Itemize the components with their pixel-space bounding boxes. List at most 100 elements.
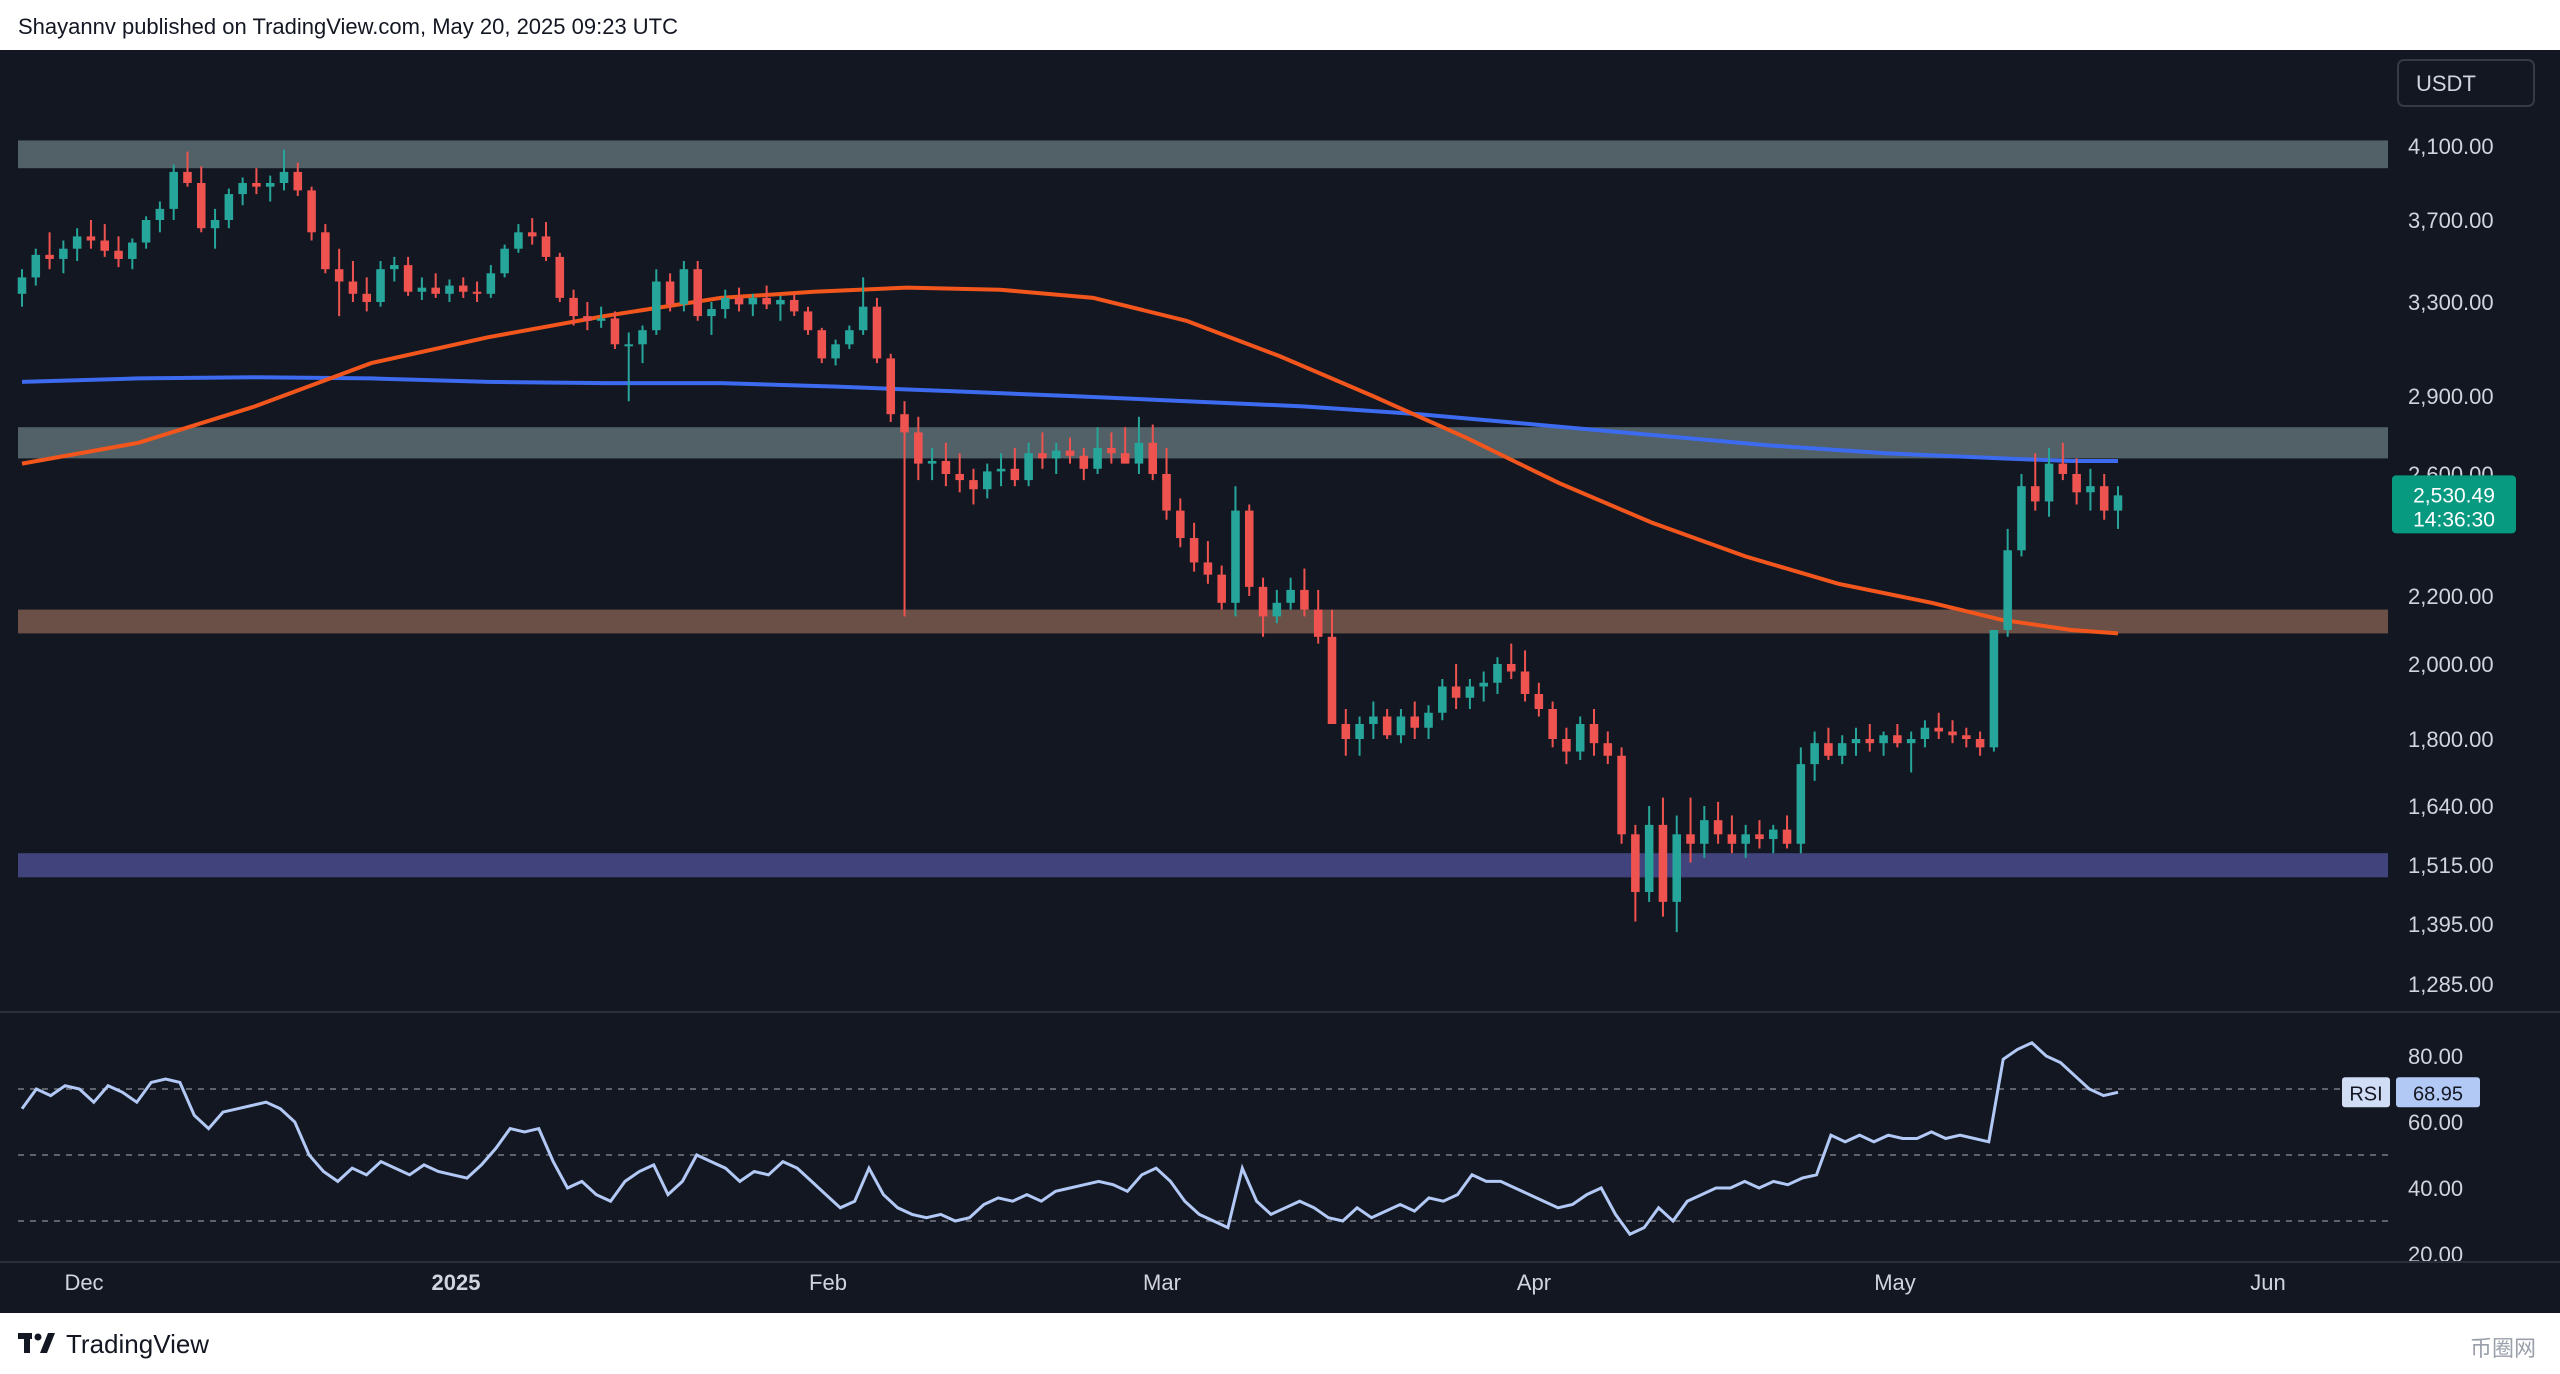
candle-body	[1341, 724, 1351, 739]
candle-body	[100, 240, 110, 251]
candle-body	[734, 297, 744, 305]
candle-body	[1410, 716, 1420, 728]
candle-body	[1741, 834, 1750, 844]
candle-body	[403, 265, 413, 292]
candle-body	[390, 265, 399, 270]
candle-body	[1079, 455, 1089, 469]
candle-body	[1493, 664, 1502, 683]
ma-blue-line	[21, 375, 2118, 463]
last-price-text: 2,530.49	[2413, 484, 2495, 507]
candle-body	[1810, 743, 1819, 765]
candle-body	[569, 297, 578, 317]
candle-body	[1396, 716, 1406, 736]
candle-body	[886, 358, 896, 415]
price-tick-label: 1,800.00	[2408, 727, 2494, 752]
candle-body	[1258, 586, 1268, 617]
candle-body	[1520, 671, 1530, 694]
zone-gray-1	[18, 427, 2388, 459]
candle-body	[1313, 609, 1323, 637]
watermark: 币圈网	[2469, 1337, 2536, 1362]
rsi-tick-label: 80.00	[2408, 1044, 2463, 1069]
candle-body	[2058, 463, 2068, 474]
candle-group	[17, 149, 2123, 933]
candle-body	[1148, 442, 1158, 474]
candle-body	[1176, 510, 1185, 539]
rsi-line	[20, 1041, 2119, 1237]
candle-body	[45, 254, 54, 259]
candle-body	[458, 285, 468, 292]
time-tick-label: Mar	[1143, 1270, 1181, 1295]
candle-body	[1589, 724, 1599, 744]
countdown-text: 14:36:30	[2413, 508, 2495, 531]
candle-body	[1989, 630, 1999, 748]
candle-body	[1024, 453, 1033, 481]
candle-body	[334, 269, 344, 282]
candle-body	[817, 330, 827, 359]
candle-body	[31, 254, 41, 278]
rsi-name-badge	[2342, 1077, 2390, 1108]
candle-body	[2072, 474, 2081, 493]
candle-body	[762, 297, 771, 305]
candle-body	[1975, 739, 1985, 748]
footer-bar: TradingView 币圈网	[0, 1313, 2560, 1374]
candle-body	[1369, 716, 1378, 724]
candle-body	[707, 309, 716, 317]
tradingview-logo[interactable]: TradingView	[18, 1329, 209, 1359]
candle-body	[1782, 829, 1792, 844]
zone-brown-2	[18, 609, 2388, 634]
axis-group: 4,100.003,700.003,300.002,900.002,600.00…	[0, 134, 2560, 1295]
candle-body	[845, 330, 854, 345]
candle-body	[141, 220, 151, 243]
tradingview-logo-icon	[18, 1333, 55, 1353]
candle-body	[1837, 743, 1847, 756]
candle-body	[1272, 602, 1282, 617]
candle-body	[555, 256, 565, 298]
zone-purple-3	[18, 853, 2388, 878]
candle-body	[114, 250, 123, 259]
candle-body	[1755, 834, 1764, 840]
candle-body	[224, 194, 234, 220]
candle-body	[1162, 474, 1171, 511]
rsi-value-badge	[2396, 1077, 2480, 1108]
candle-body	[1355, 724, 1364, 739]
candle-body	[1824, 743, 1833, 756]
candle-body	[472, 291, 482, 294]
candle-body	[748, 297, 758, 305]
price-chart-svg[interactable]: 4,100.003,700.003,300.002,900.002,600.00…	[0, 50, 2560, 1313]
price-tick-label: 3,700.00	[2408, 208, 2494, 233]
candle-body	[59, 248, 68, 259]
candle-body	[665, 281, 675, 305]
candle-body	[720, 297, 730, 310]
candle-body	[858, 306, 868, 331]
candle-body	[2044, 463, 2054, 502]
candle-body	[1934, 727, 1944, 732]
candle-body	[679, 269, 689, 305]
candle-body	[1700, 820, 1709, 844]
price-tick-label: 4,100.00	[2408, 134, 2494, 159]
candle-body	[1327, 636, 1337, 724]
candle-body	[1438, 686, 1447, 713]
candle-body	[1203, 562, 1213, 575]
candle-body	[1631, 834, 1640, 893]
candle-body	[279, 171, 289, 183]
rsi-tick-label: 60.00	[2408, 1110, 2463, 1135]
candle-body	[1534, 694, 1544, 709]
candle-body	[128, 242, 137, 259]
candle-body	[831, 344, 840, 359]
price-tick-label: 1,285.00	[2408, 972, 2494, 997]
candle-body	[1038, 453, 1047, 459]
candle-body	[265, 183, 275, 187]
candle-body	[2086, 486, 2095, 493]
candle-body	[969, 480, 978, 490]
rsi-value-text: 68.95	[2413, 1083, 2463, 1105]
candle-body	[624, 344, 634, 347]
candle-body	[210, 220, 220, 229]
candle-body	[638, 330, 647, 345]
candle-body	[1851, 739, 1861, 744]
chart-frame[interactable]: 4,100.00 3,700.00 3,300.00 2,900.00 2,600.00…	[0, 50, 2560, 1313]
candle-body	[196, 183, 206, 229]
candle-body	[872, 306, 882, 359]
time-tick-label: Dec	[64, 1270, 103, 1295]
candle-body	[1713, 820, 1723, 835]
